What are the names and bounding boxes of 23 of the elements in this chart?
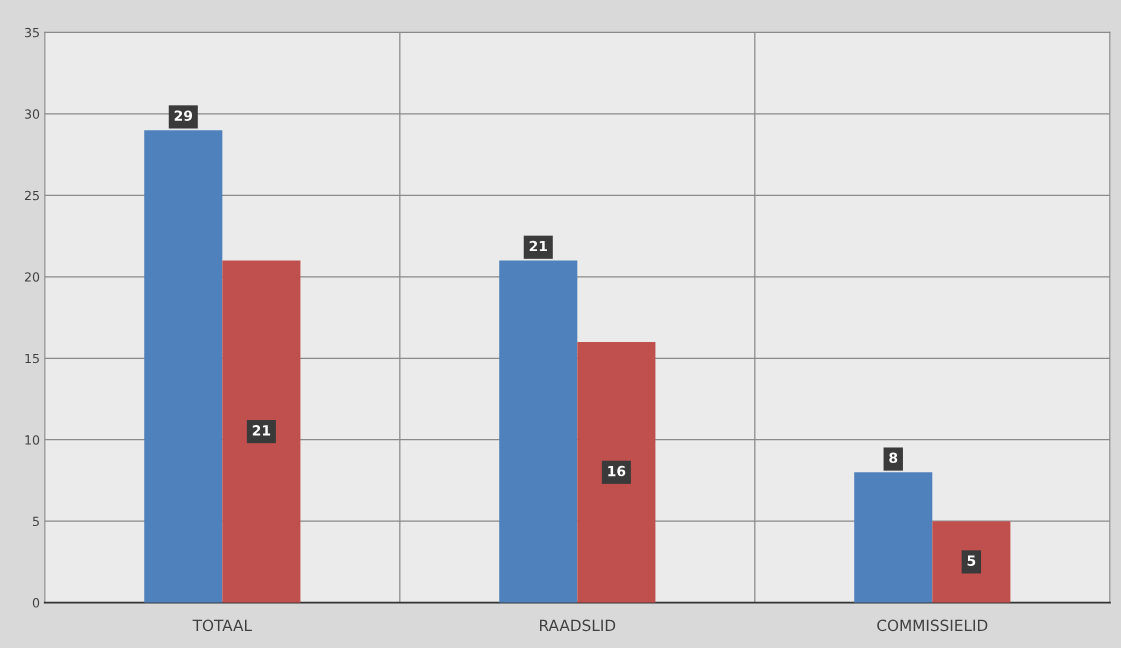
y-tick-label: 15: [25, 353, 39, 364]
x-tick-label: TOTAAL: [192, 619, 252, 632]
data-label: 8: [889, 452, 898, 464]
data-label: 5: [967, 555, 976, 566]
x-tick-label: RAADSLID: [540, 619, 616, 632]
y-tick-label: 5: [32, 516, 39, 527]
y-tick-label: 0: [32, 598, 40, 608]
data-label: 21: [252, 425, 271, 436]
y-tick-label: 30: [25, 109, 40, 119]
bar: [577, 341, 656, 603]
y-tick-label: 20: [24, 272, 40, 282]
bar: [222, 260, 301, 603]
bar: [854, 472, 933, 603]
data-label: 21: [529, 240, 547, 252]
data-label: 29: [174, 110, 193, 121]
y-tick-label: 25: [24, 190, 39, 201]
bar: [932, 521, 1011, 603]
y-tick-label: 35: [25, 27, 39, 38]
bar: [144, 130, 223, 603]
x-tick-label: COMMISSIELID: [877, 619, 988, 632]
y-tick-label: 10: [25, 435, 40, 445]
data-label: 16: [608, 465, 626, 477]
bar: [499, 260, 578, 603]
